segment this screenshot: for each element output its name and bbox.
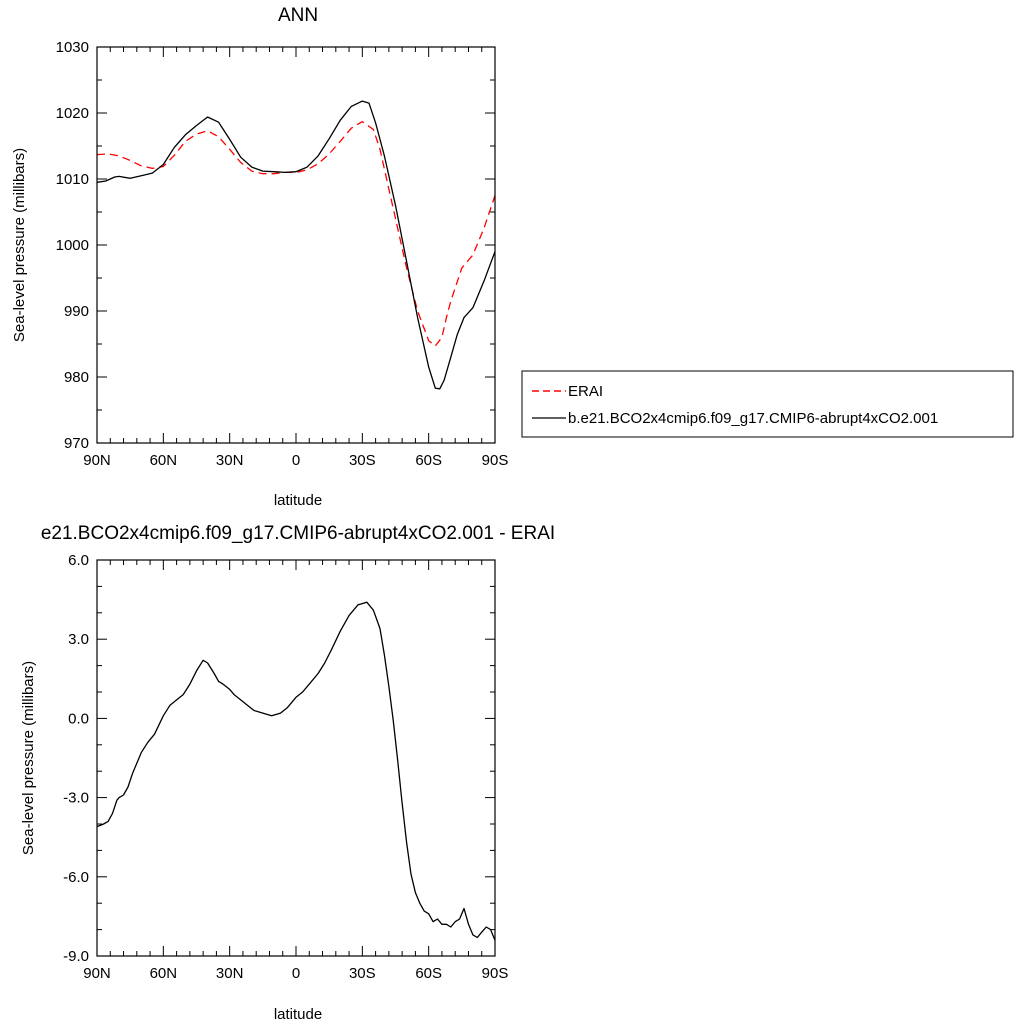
x-tick-label: 90N — [83, 965, 111, 982]
x-tick-label: 0 — [292, 452, 300, 469]
bottom-panel: e21.BCO2x4cmip6.f09_g17.CMIP6-abrupt4xCO… — [20, 523, 555, 1023]
bottom-series-lines — [96, 601, 496, 941]
x-tick-label: 30N — [216, 965, 244, 982]
legend-label-model: b.e21.BCO2x4cmip6.f09_g17.CMIP6-abrupt4x… — [568, 410, 938, 427]
x-tick-label: 60S — [415, 965, 442, 982]
y-tick-label: 970 — [64, 435, 89, 452]
x-tick-label: 30N — [216, 452, 244, 469]
y-tick-label: -6.0 — [63, 869, 89, 886]
y-tick-label: 3.0 — [68, 631, 89, 648]
y-tick-label: 6.0 — [68, 552, 89, 569]
y-tick-label: 980 — [64, 369, 89, 386]
x-tick-label: 60N — [150, 965, 178, 982]
top-y-axis-label: Sea-level pressure (millibars) — [11, 148, 28, 342]
legend-label-erai: ERAI — [568, 383, 603, 400]
top-ticks: 90N 60N 30N 0 30S 60S 90S 970 980 990 1000 1010 1020… — [56, 39, 509, 469]
y-tick-label: 1000 — [56, 237, 89, 254]
series-line-erai — [96, 120, 496, 347]
top-chart-title: ANN — [278, 5, 318, 26]
bottom-x-axis-label: latitude — [274, 1006, 322, 1023]
y-tick-label: 0.0 — [68, 710, 89, 727]
bottom-y-axis-label: Sea-level pressure (millibars) — [20, 661, 37, 855]
x-tick-label: 90S — [482, 452, 509, 469]
y-tick-label: -9.0 — [63, 948, 89, 965]
top-plot-frame — [96, 46, 496, 444]
x-tick-label: 90N — [83, 452, 111, 469]
y-tick-label: 1010 — [56, 171, 89, 188]
x-tick-label: 30S — [349, 965, 376, 982]
x-tick-label: 0 — [292, 965, 300, 982]
bottom-chart-title: e21.BCO2x4cmip6.f09_g17.CMIP6-abrupt4xCO… — [41, 523, 555, 544]
x-tick-label: 30S — [349, 452, 376, 469]
y-tick-label: 1030 — [56, 39, 89, 56]
y-tick-label: 1020 — [56, 105, 89, 122]
series-line-difference — [96, 601, 496, 941]
y-tick-label: 990 — [64, 303, 89, 320]
top-panel: ANN 90N 60N 30N 0 30S 60S 90S 970 980 990 1000 1010… — [11, 5, 508, 509]
bottom-plot-frame — [96, 559, 496, 957]
legend: ERAI b.e21.BCO2x4cmip6.f09_g17.CMIP6-abr… — [521, 370, 1014, 438]
series-line-b-e21-bco2x4cmip6-f09-g17-cmip — [96, 100, 496, 390]
y-tick-label: -3.0 — [63, 790, 89, 807]
bottom-ticks: 90N 60N 30N 0 30S 60S 90S -9.0 -6.0 -3.0 0.0 3.0 6.0 — [63, 552, 508, 982]
top-series-lines — [96, 100, 496, 390]
x-tick-label: 60S — [415, 452, 442, 469]
legend-box — [521, 370, 1014, 438]
top-x-axis-label: latitude — [274, 492, 322, 509]
x-tick-label: 90S — [482, 965, 509, 982]
x-tick-label: 60N — [150, 452, 178, 469]
